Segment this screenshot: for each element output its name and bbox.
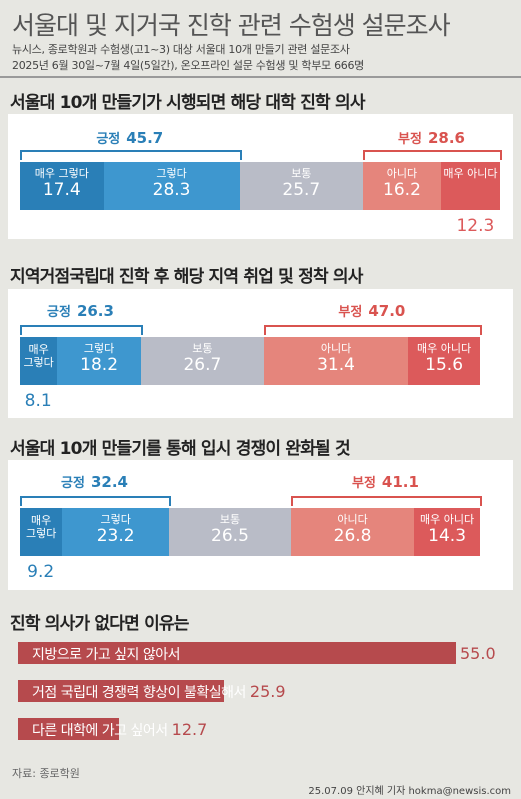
reason-label: 거점 국립대 경쟁력 향상이 불확실해서 xyxy=(32,685,246,701)
bar-segment-neutral: 보통 26.5 xyxy=(169,508,291,556)
bar-segment-very-agree: 매우 그렇다 xyxy=(20,337,58,385)
bar-segment-disagree: 아니다 16.2 xyxy=(363,162,441,210)
segment-label: 매우 아니다 xyxy=(420,513,475,526)
positive-label: 긍정 32.4 xyxy=(20,472,169,491)
bar-segment-disagree: 아니다 26.8 xyxy=(290,508,415,556)
bar-segment-very-agree: 매우 그렇다 xyxy=(20,508,63,556)
segment-value-outside: 9.2 xyxy=(27,562,55,582)
chart1-title: 서울대 10개 만들기가 시행되면 해당 대학 진학 의사 xyxy=(10,93,365,113)
segment-value: 26.7 xyxy=(183,355,222,375)
segment-value: 23.2 xyxy=(96,526,135,546)
reason-bar xyxy=(18,680,225,702)
negative-label-text: 부정 xyxy=(338,305,363,320)
segment-label: 매우 그렇다 xyxy=(34,167,89,180)
positive-value: 45.7 xyxy=(126,129,164,147)
segment-label: 매우 아니다 xyxy=(417,342,472,355)
positive-value: 32.4 xyxy=(90,473,128,491)
credit-line: 25.07.09 안지혜 기자 hokma@newsis.com xyxy=(308,786,511,797)
survey-period: 2025년 6월 30일~7월 4일(5일간), 온오프라인 설문 수험생 및 … xyxy=(12,59,364,72)
negative-label: 부정 28.6 xyxy=(363,128,500,147)
segment-label: 매우 아니다 xyxy=(443,167,498,180)
bar-segment-agree: 그렇다 18.2 xyxy=(57,337,141,385)
bar-segment-very-agree: 매우 그렇다 17.4 xyxy=(20,162,104,210)
negative-value: 28.6 xyxy=(427,129,465,147)
reason-bar xyxy=(18,718,120,740)
segment-value-outside: 8.1 xyxy=(24,391,52,411)
reason-bar xyxy=(18,642,456,664)
reason-label: 지방으로 가고 싶지 않아서 xyxy=(32,647,181,663)
reason-label: 다른 대학에 가고 싶어서 xyxy=(32,723,168,739)
bar-segment-neutral: 보통 26.7 xyxy=(140,337,264,385)
negative-value: 41.1 xyxy=(381,473,419,491)
positive-label-text: 긍정 xyxy=(96,132,121,147)
positive-bracket xyxy=(20,150,242,160)
segment-label: 매우 그렇다 xyxy=(25,514,57,540)
bar-segment-strongly-disagree: 매우 아니다 14.3 xyxy=(414,508,480,556)
negative-bracket xyxy=(363,150,502,160)
negative-bracket xyxy=(290,496,482,506)
segment-label: 아니다 xyxy=(320,342,352,355)
chart2-stacked-bar: 매우 그렇다 8.1 그렇다 18.2 보통 26.7 아니다 31.4 매우 아니다 15.6 긍… xyxy=(20,299,482,414)
segment-label: 아니다 xyxy=(337,513,368,526)
segment-label: 매우 그렇다 xyxy=(23,343,54,369)
reason-value: 25.9 xyxy=(249,682,286,701)
chart3-card: 매우 그렇다 9.2 그렇다 23.2 보통 26.5 아니다 26.8 매우 아니다 14.3 긍… xyxy=(8,460,513,590)
chart1-stacked-bar: 매우 그렇다 17.4 그렇다 28.3 보통 25.7 아니다 16.2 매우 아니다 12.3… xyxy=(20,126,502,236)
chart2-card: 매우 그렇다 8.1 그렇다 18.2 보통 26.7 아니다 31.4 매우 아니다 15.6 긍… xyxy=(8,289,513,418)
segment-value: 15.6 xyxy=(425,355,464,375)
reason-value: 12.7 xyxy=(171,720,208,739)
segment-value: 17.4 xyxy=(42,180,81,200)
segment-label: 보통 xyxy=(219,513,241,526)
bar-segment-agree: 그렇다 23.2 xyxy=(62,508,170,556)
positive-label: 긍정 26.3 xyxy=(20,301,141,320)
segment-value: 26.8 xyxy=(333,526,372,546)
positive-label: 긍정 45.7 xyxy=(20,128,240,147)
page-title: 서울대 및 지거국 진학 관련 수험생 설문조사 xyxy=(12,11,451,40)
segment-label: 아니다 xyxy=(386,167,418,180)
negative-bracket xyxy=(263,325,482,335)
header-divider xyxy=(0,76,521,78)
negative-label-text: 부정 xyxy=(398,132,422,147)
reasons-bar-chart: 지방으로 가고 싶지 않아서 55.0 거점 국립대 경쟁력 향상이 불확실해서 25… xyxy=(18,642,498,757)
segment-value: 26.5 xyxy=(211,526,249,546)
segment-label: 보통 xyxy=(192,342,213,355)
bar-segment-neutral: 보통 25.7 xyxy=(239,162,364,210)
positive-bracket xyxy=(20,325,143,335)
segment-label: 그렇다 xyxy=(156,167,187,180)
bar-segment-agree: 그렇다 28.3 xyxy=(103,162,240,210)
segment-value: 14.3 xyxy=(428,526,467,546)
segment-value: 18.2 xyxy=(80,355,119,375)
negative-label: 부정 47.0 xyxy=(264,301,480,320)
segment-label: 보통 xyxy=(291,167,312,180)
survey-description: 뉴시스, 종로학원과 수험생(고1~3) 대상 서울대 10개 만들기 관련 설… xyxy=(12,43,350,56)
data-source: 자료: 종로학원 xyxy=(12,767,80,780)
chart2-title: 지역거점국립대 진학 후 해당 지역 취업 및 정착 의사 xyxy=(10,267,363,287)
segment-value-outside: 12.3 xyxy=(456,216,495,236)
segment-value: 16.2 xyxy=(383,180,421,200)
positive-value: 26.3 xyxy=(76,302,114,320)
bar-segment-disagree: 아니다 31.4 xyxy=(263,337,409,385)
segment-value: 25.7 xyxy=(282,180,321,200)
segment-value: 31.4 xyxy=(317,355,355,375)
positive-label-text: 긍정 xyxy=(61,476,85,491)
chart1-card: 매우 그렇다 17.4 그렇다 28.3 보통 25.7 아니다 16.2 매우 아니다 12.3… xyxy=(8,114,513,239)
chart4-title: 진학 의사가 없다면 이유는 xyxy=(10,614,189,634)
bar-segment-strongly-disagree: 매우 아니다 xyxy=(440,162,500,210)
chart3-stacked-bar: 매우 그렇다 9.2 그렇다 23.2 보통 26.5 아니다 26.8 매우 아니다 14.3 긍… xyxy=(20,470,482,585)
positive-label-text: 긍정 xyxy=(47,305,71,320)
positive-bracket xyxy=(20,496,172,506)
chart3-title: 서울대 10개 만들기를 통해 입시 경쟁이 완화될 것 xyxy=(10,439,351,459)
segment-label: 그렇다 xyxy=(100,513,131,526)
negative-value: 47.0 xyxy=(368,302,406,320)
reason-value: 55.0 xyxy=(460,644,496,663)
segment-label: 그렇다 xyxy=(83,342,115,355)
negative-label-text: 부정 xyxy=(351,476,376,491)
negative-label: 부정 41.1 xyxy=(291,472,480,491)
bar-segment-strongly-disagree: 매우 아니다 15.6 xyxy=(408,337,480,385)
segment-value: 28.3 xyxy=(152,180,191,200)
